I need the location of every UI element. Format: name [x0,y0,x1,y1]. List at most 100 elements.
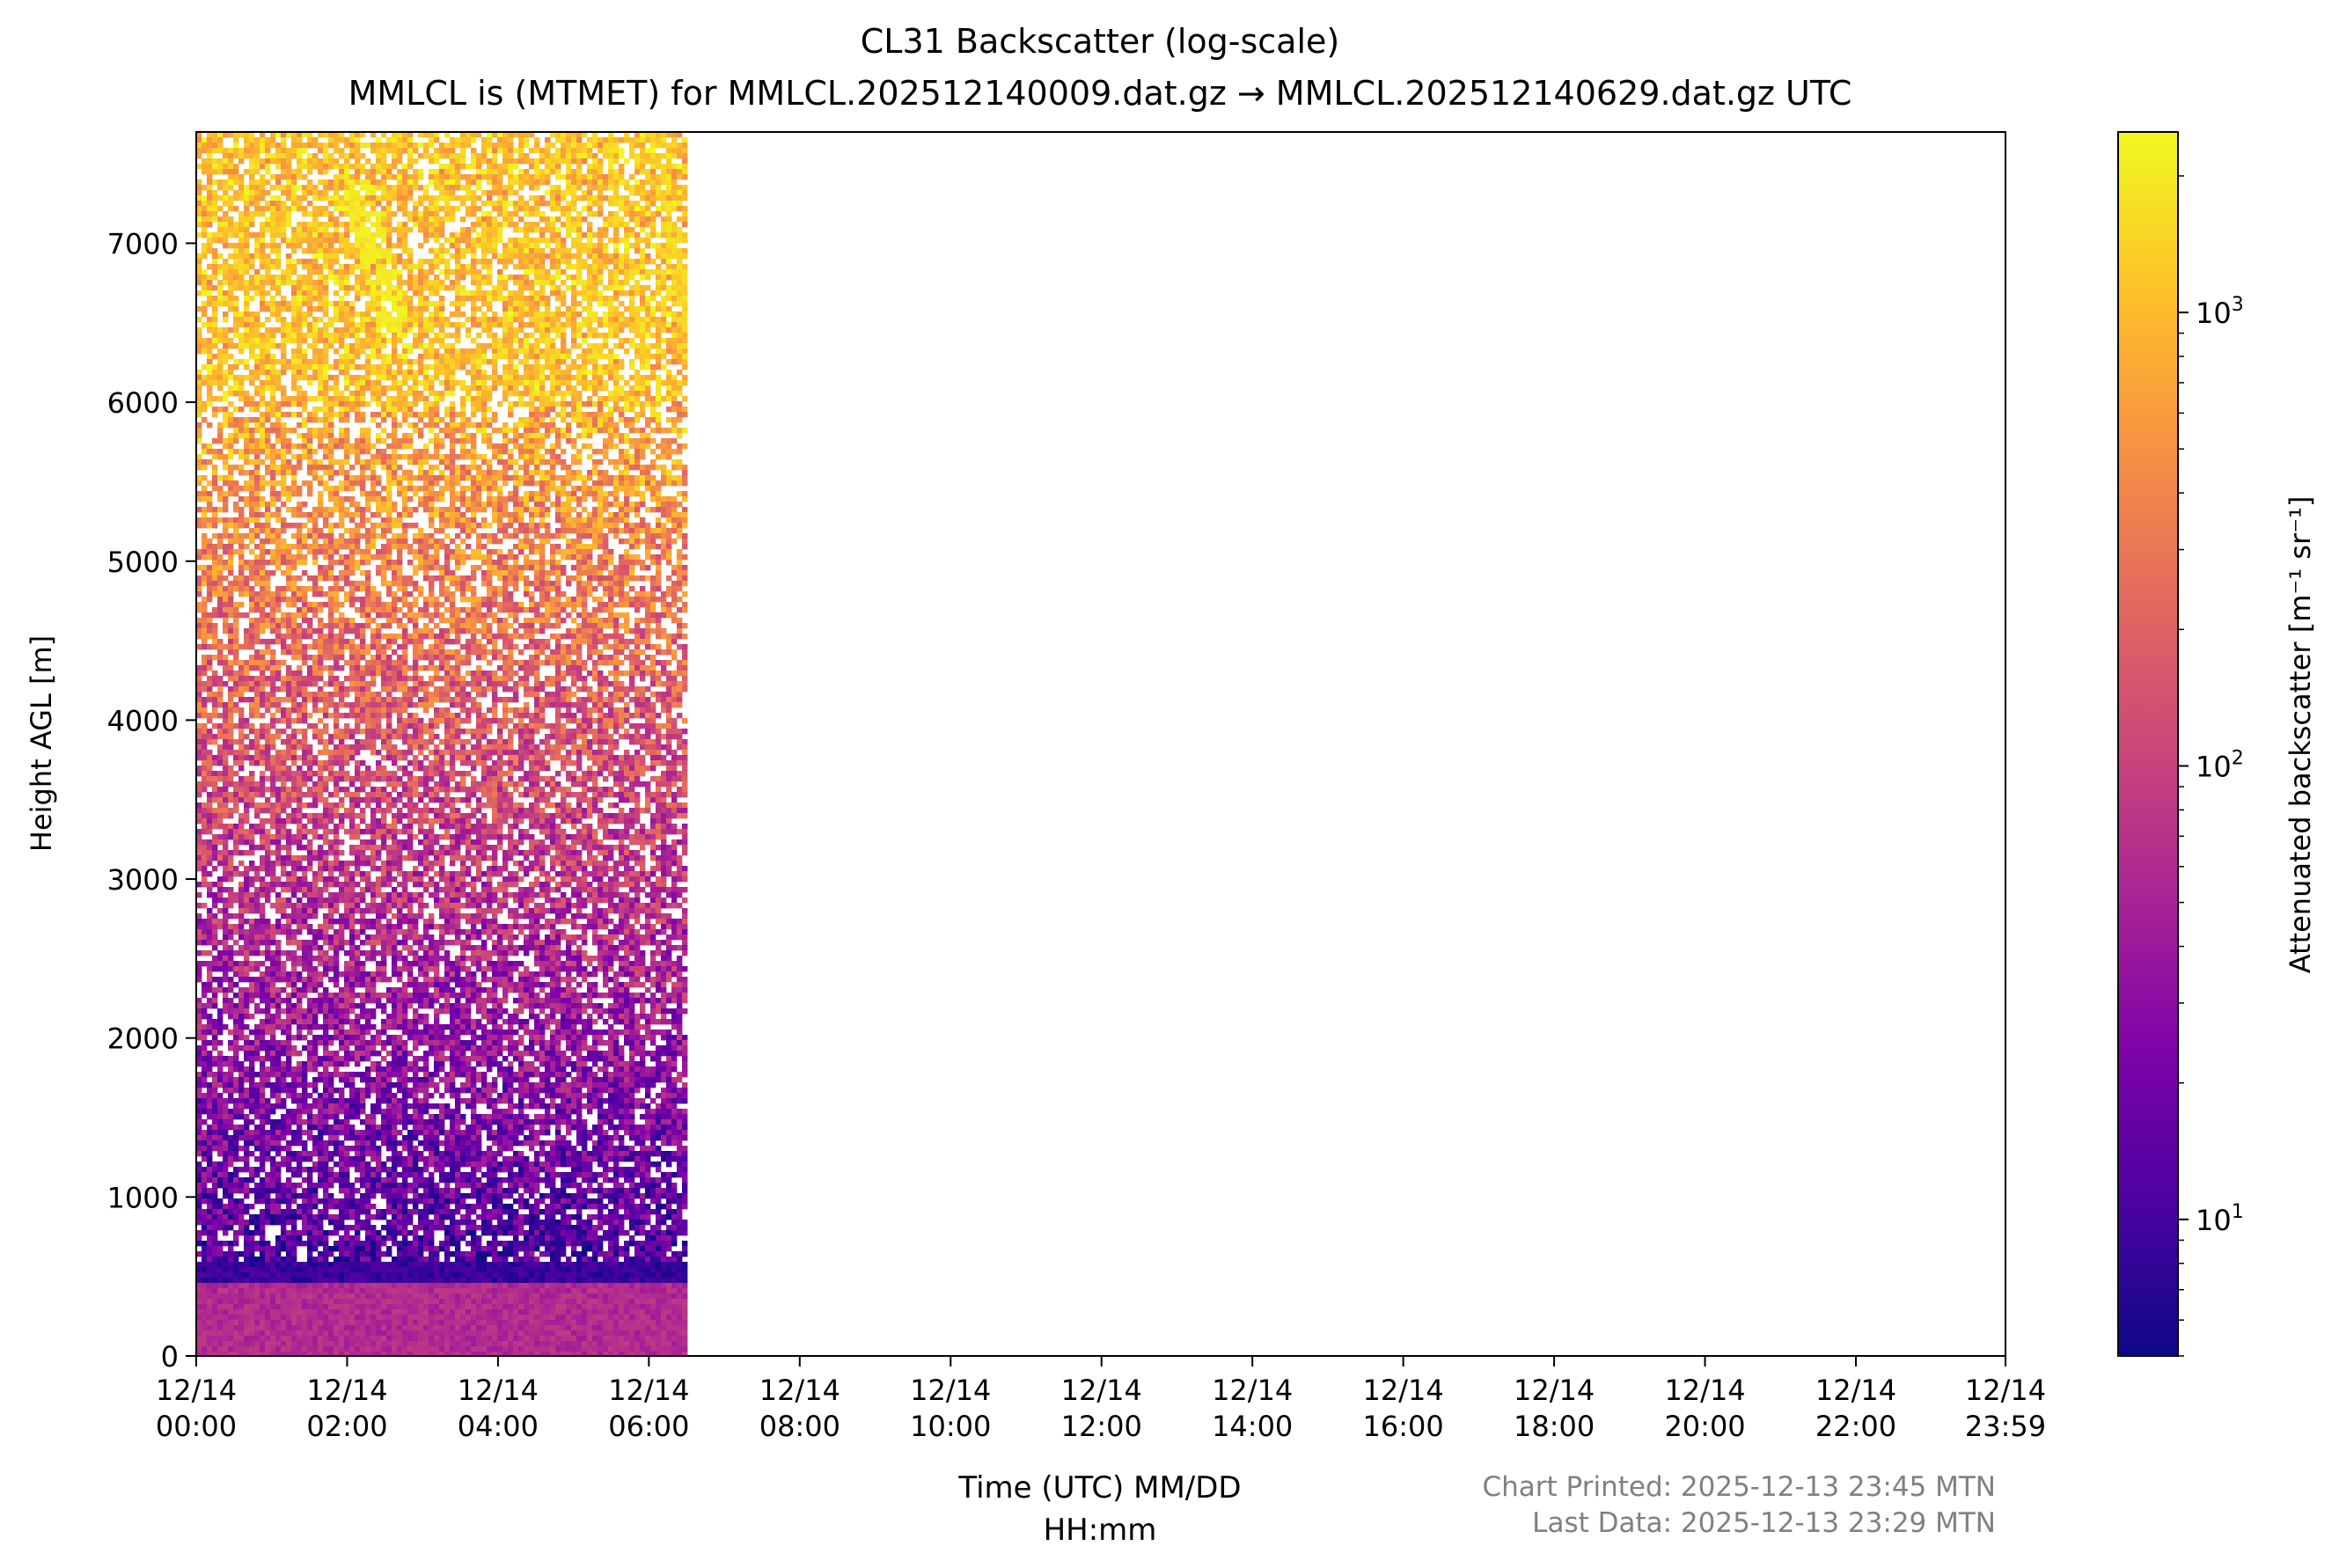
heatmap-cell [233,391,239,397]
heatmap-cell [196,480,202,487]
heatmap-cell [328,1024,334,1030]
heatmap-cell [297,348,303,355]
heatmap-cell [238,280,245,286]
heatmap-cell [249,882,255,888]
heatmap-cell [254,898,260,904]
heatmap-cell [323,132,329,138]
heatmap-cell [307,454,313,460]
heatmap-cell [307,628,313,634]
heatmap-cell [223,549,229,555]
heatmap-cell [302,438,308,444]
heatmap-cell [281,1346,287,1352]
heatmap-cell [212,523,218,529]
heatmap-cell [196,855,202,861]
heatmap-cell [254,570,260,576]
heatmap-cell [286,813,292,819]
heatmap-cell [217,644,224,650]
heatmap-cell [297,1262,303,1268]
heatmap-cell [254,929,260,935]
heatmap-cell [238,512,245,518]
heatmap-cell [323,1204,329,1210]
heatmap-cell [265,971,271,978]
heatmap-cell [212,676,218,682]
heatmap-cell [217,185,224,191]
heatmap-cell [281,802,287,809]
heatmap-cell [223,908,229,914]
heatmap-cell [275,195,282,201]
heatmap-cell [238,718,245,724]
heatmap-cell [260,143,266,149]
heatmap-cell [270,692,276,698]
heatmap-cell [228,1156,234,1162]
heatmap-cell [212,570,218,576]
heatmap-cell [196,618,202,624]
heatmap-cell [265,570,271,576]
heatmap-cell [202,987,208,993]
heatmap-cell [339,813,345,819]
heatmap-cell [254,903,260,909]
heatmap-cell [254,1293,260,1300]
heatmap-cell [249,1056,255,1062]
heatmap-cell [254,1309,260,1315]
heatmap-cell [334,692,340,698]
heatmap-cell [318,1352,324,1356]
heatmap-cell [212,792,218,798]
heatmap-cell [238,343,245,349]
heatmap-cell [228,987,234,993]
heatmap-cell [328,1325,334,1331]
heatmap-cell [223,1241,229,1247]
chart-title: CL31 Backscatter (log-scale) [861,22,1339,61]
heatmap-cell [196,607,202,613]
heatmap-cell [302,544,308,550]
heatmap-cell [228,169,234,175]
heatmap-cell [244,565,250,571]
heatmap-cell [202,1093,208,1099]
heatmap-cell [244,296,250,302]
heatmap-cell [217,195,224,201]
heatmap-cell [249,1172,255,1178]
heatmap-cell [334,755,340,761]
heatmap-cell [238,1109,245,1115]
heatmap-cell [196,586,202,592]
heatmap-cell [270,924,276,930]
heatmap-cell [217,681,224,687]
heatmap-cell [207,169,213,175]
heatmap-cell [291,692,297,698]
heatmap-cell [207,401,213,407]
heatmap-cell [196,1177,202,1183]
heatmap-cell [233,792,239,798]
heatmap-cell [233,871,239,877]
heatmap-cell [228,449,234,455]
heatmap-cell [275,1272,282,1279]
heatmap-cell [328,586,334,592]
heatmap-cell [244,1230,250,1236]
heatmap-cell [244,1293,250,1300]
heatmap-cell [281,660,287,666]
heatmap-cell [202,1082,208,1088]
heatmap-cell [217,813,224,819]
heatmap-cell [286,1109,292,1115]
heatmap-cell [270,264,276,270]
heatmap-cell [312,1061,319,1067]
heatmap-cell [323,723,329,729]
heatmap-cell [202,206,208,212]
heatmap-cell [297,1241,303,1247]
heatmap-cell [286,1241,292,1247]
heatmap-cell [260,238,266,244]
heatmap-cell [318,359,324,365]
heatmap-cell [223,612,229,619]
heatmap-cell [307,1352,313,1356]
heatmap-cell [281,560,287,566]
heatmap-cell [212,1093,218,1099]
heatmap-cell [249,370,255,376]
heatmap-cell [202,829,208,835]
heatmap-cell [323,1209,329,1215]
heatmap-cell [249,1320,255,1326]
heatmap-cell [265,259,271,265]
heatmap-cell [328,1341,334,1347]
heatmap-cell [212,1161,218,1168]
heatmap-cell [307,1082,313,1088]
heatmap-cell [312,470,319,476]
heatmap-cell [297,1167,303,1173]
heatmap-cell [328,934,334,941]
